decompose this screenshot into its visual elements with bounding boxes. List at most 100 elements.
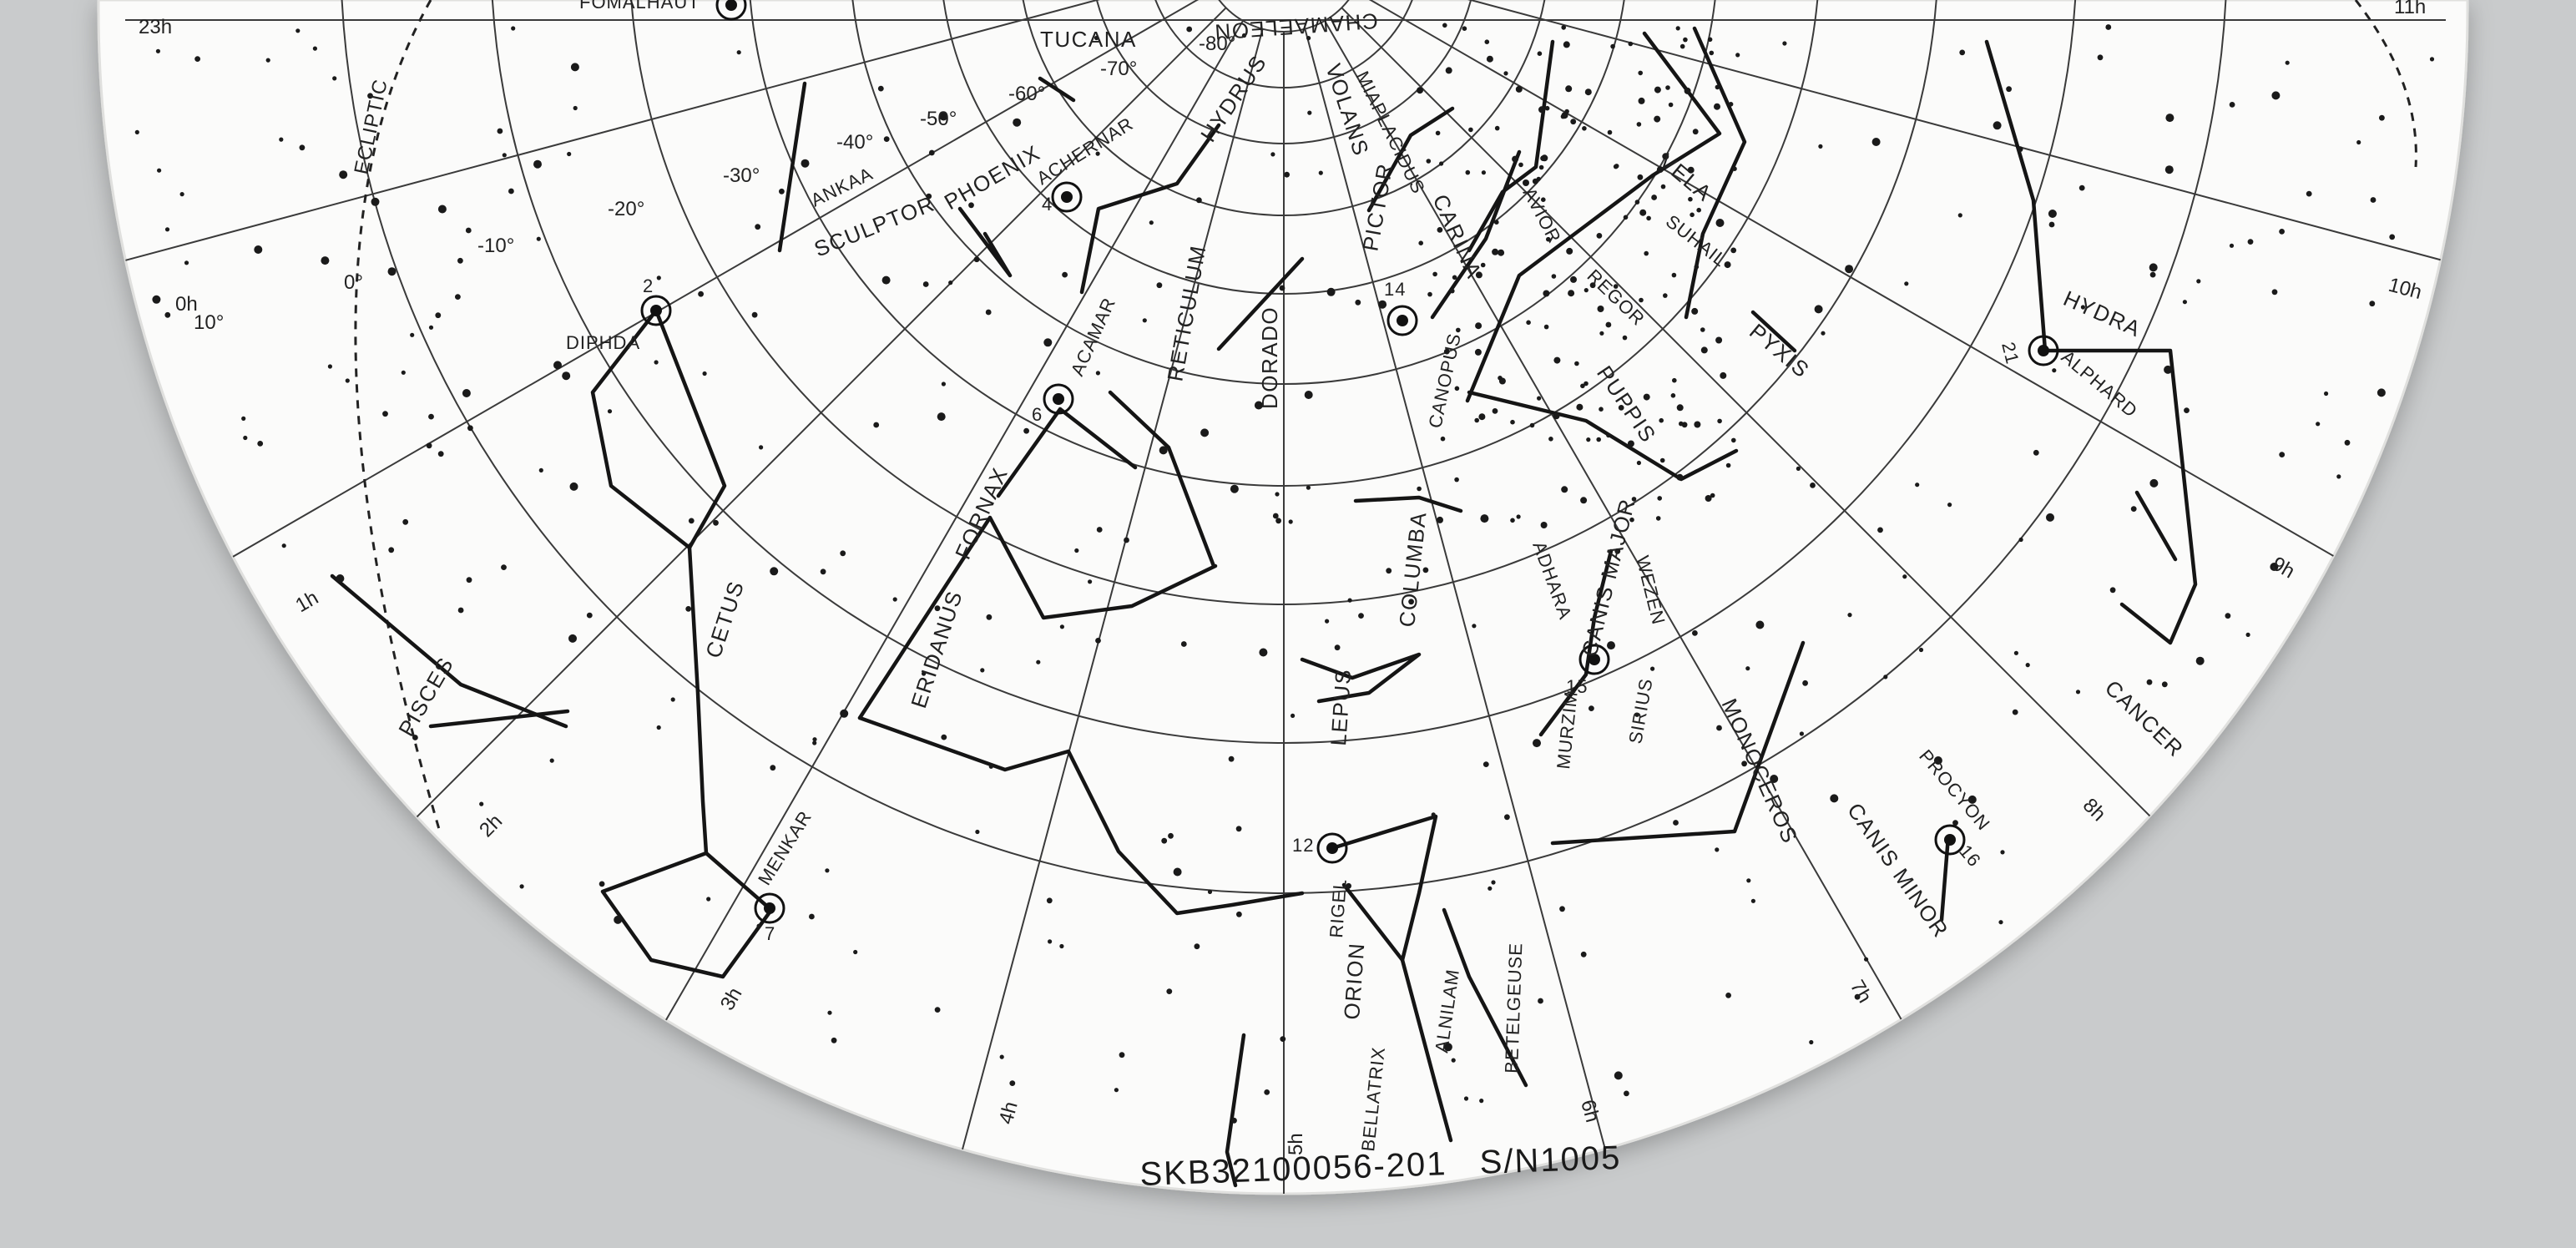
star-dot: [1561, 486, 1568, 493]
star-dot: [1494, 125, 1500, 131]
star-dot: [1378, 300, 1387, 309]
star-dot: [1732, 166, 1737, 171]
star-dot: [1484, 39, 1490, 44]
star-dot: [1432, 271, 1437, 277]
star-achernar-num: 4: [1042, 194, 1053, 215]
star-dot: [1456, 327, 1461, 333]
star-dot: [2225, 613, 2231, 619]
star-dot: [1048, 939, 1053, 944]
star-dot: [1646, 215, 1651, 221]
star-dot: [1770, 775, 1779, 783]
star-dot: [1478, 413, 1486, 421]
star-dot: [1241, 33, 1247, 38]
star-dot: [877, 85, 884, 92]
nav-star: [725, 0, 737, 11]
nav-star-ring: [1386, 305, 1418, 336]
star-dot: [1724, 261, 1731, 269]
star-dot: [2271, 289, 2278, 296]
constellation-segment: [1939, 834, 1951, 922]
star-dot: [1614, 548, 1621, 554]
star-dot: [1728, 102, 1734, 107]
star-dot: [1710, 493, 1715, 498]
star-dot: [1417, 87, 1423, 94]
star-dot: [1580, 383, 1585, 389]
star-dot: [1306, 485, 1311, 490]
star-dot: [928, 149, 935, 156]
hour-line: [1362, 0, 2468, 318]
star-dot: [2344, 439, 2351, 446]
star-dot: [1418, 240, 1423, 246]
ra-label-11h: 11h: [2394, 0, 2426, 18]
star-dot: [1654, 115, 1661, 123]
hour-line: [1324, 20, 1994, 1180]
star-dot: [1532, 178, 1538, 184]
star-dot: [698, 291, 704, 297]
star-dot: [1474, 348, 1482, 356]
star-dot: [538, 467, 543, 473]
star-dot: [502, 153, 507, 158]
star-betelgeuse-label: BETELGEUSE: [1501, 942, 1526, 1074]
star-dot: [1707, 37, 1713, 43]
star-dot: [1559, 906, 1565, 912]
star-dot: [533, 159, 542, 169]
star-dot: [1651, 195, 1657, 200]
star-dot: [1231, 1117, 1237, 1124]
star-dot: [2048, 210, 2057, 218]
star-dot: [599, 881, 605, 887]
star-dot: [1482, 761, 1489, 767]
star-dot: [1580, 951, 1587, 957]
star-dot: [2105, 24, 2112, 30]
star-dot: [2109, 587, 2116, 594]
star-dot: [1627, 440, 1634, 447]
star-dot: [536, 236, 541, 241]
constellation-segment: [777, 81, 807, 253]
star-dot: [1043, 338, 1053, 347]
star-dot: [2164, 365, 2173, 374]
star-dot: [1454, 477, 1459, 483]
nav-star-ring: [1934, 824, 1966, 856]
star-dot: [428, 413, 434, 420]
star-dot: [410, 332, 415, 337]
star-dot: [1426, 159, 1432, 164]
star-dot: [1610, 43, 1615, 49]
star-dot: [573, 105, 578, 111]
star-dot: [1902, 574, 1907, 579]
star-dot: [1959, 49, 1966, 56]
star-dot: [1540, 522, 1548, 528]
constellation-segment: [687, 545, 709, 856]
star-dot: [402, 518, 409, 525]
star-dot: [257, 441, 264, 447]
star-dot: [2196, 279, 2201, 284]
star-dot: [1538, 164, 1544, 170]
star-dot: [1644, 250, 1649, 256]
star-dot: [1614, 1071, 1623, 1080]
star-dot: [1046, 897, 1053, 904]
star-dot: [1450, 288, 1455, 294]
star-dot: [1565, 85, 1573, 93]
hour-line: [1304, 28, 1652, 1194]
star-dot: [853, 949, 858, 955]
star-dot: [479, 801, 484, 806]
star-dot: [1523, 179, 1529, 186]
star-dot: [1597, 306, 1604, 312]
nav-star-ring: [2028, 335, 2059, 366]
star-dot: [462, 389, 471, 397]
nav-star-ring: [1043, 383, 1074, 415]
star-dot: [1877, 527, 1883, 533]
star-dot: [1159, 446, 1168, 455]
star-dot: [1284, 171, 1290, 178]
star-dot: [801, 159, 810, 168]
star-dot: [1746, 878, 1751, 883]
hour-line: [280, 7, 1227, 954]
dec-label-30: -30°: [723, 164, 760, 187]
star-dot: [1957, 213, 1962, 218]
star-dot: [1166, 988, 1173, 994]
star-dot: [155, 48, 160, 53]
star-dot: [1480, 262, 1486, 268]
star-dot: [1687, 166, 1695, 174]
star-dot: [2161, 681, 2168, 688]
star-dot: [654, 360, 659, 365]
star-dot: [134, 129, 139, 134]
star-dot: [332, 76, 337, 81]
star-dot: [1690, 212, 1695, 218]
